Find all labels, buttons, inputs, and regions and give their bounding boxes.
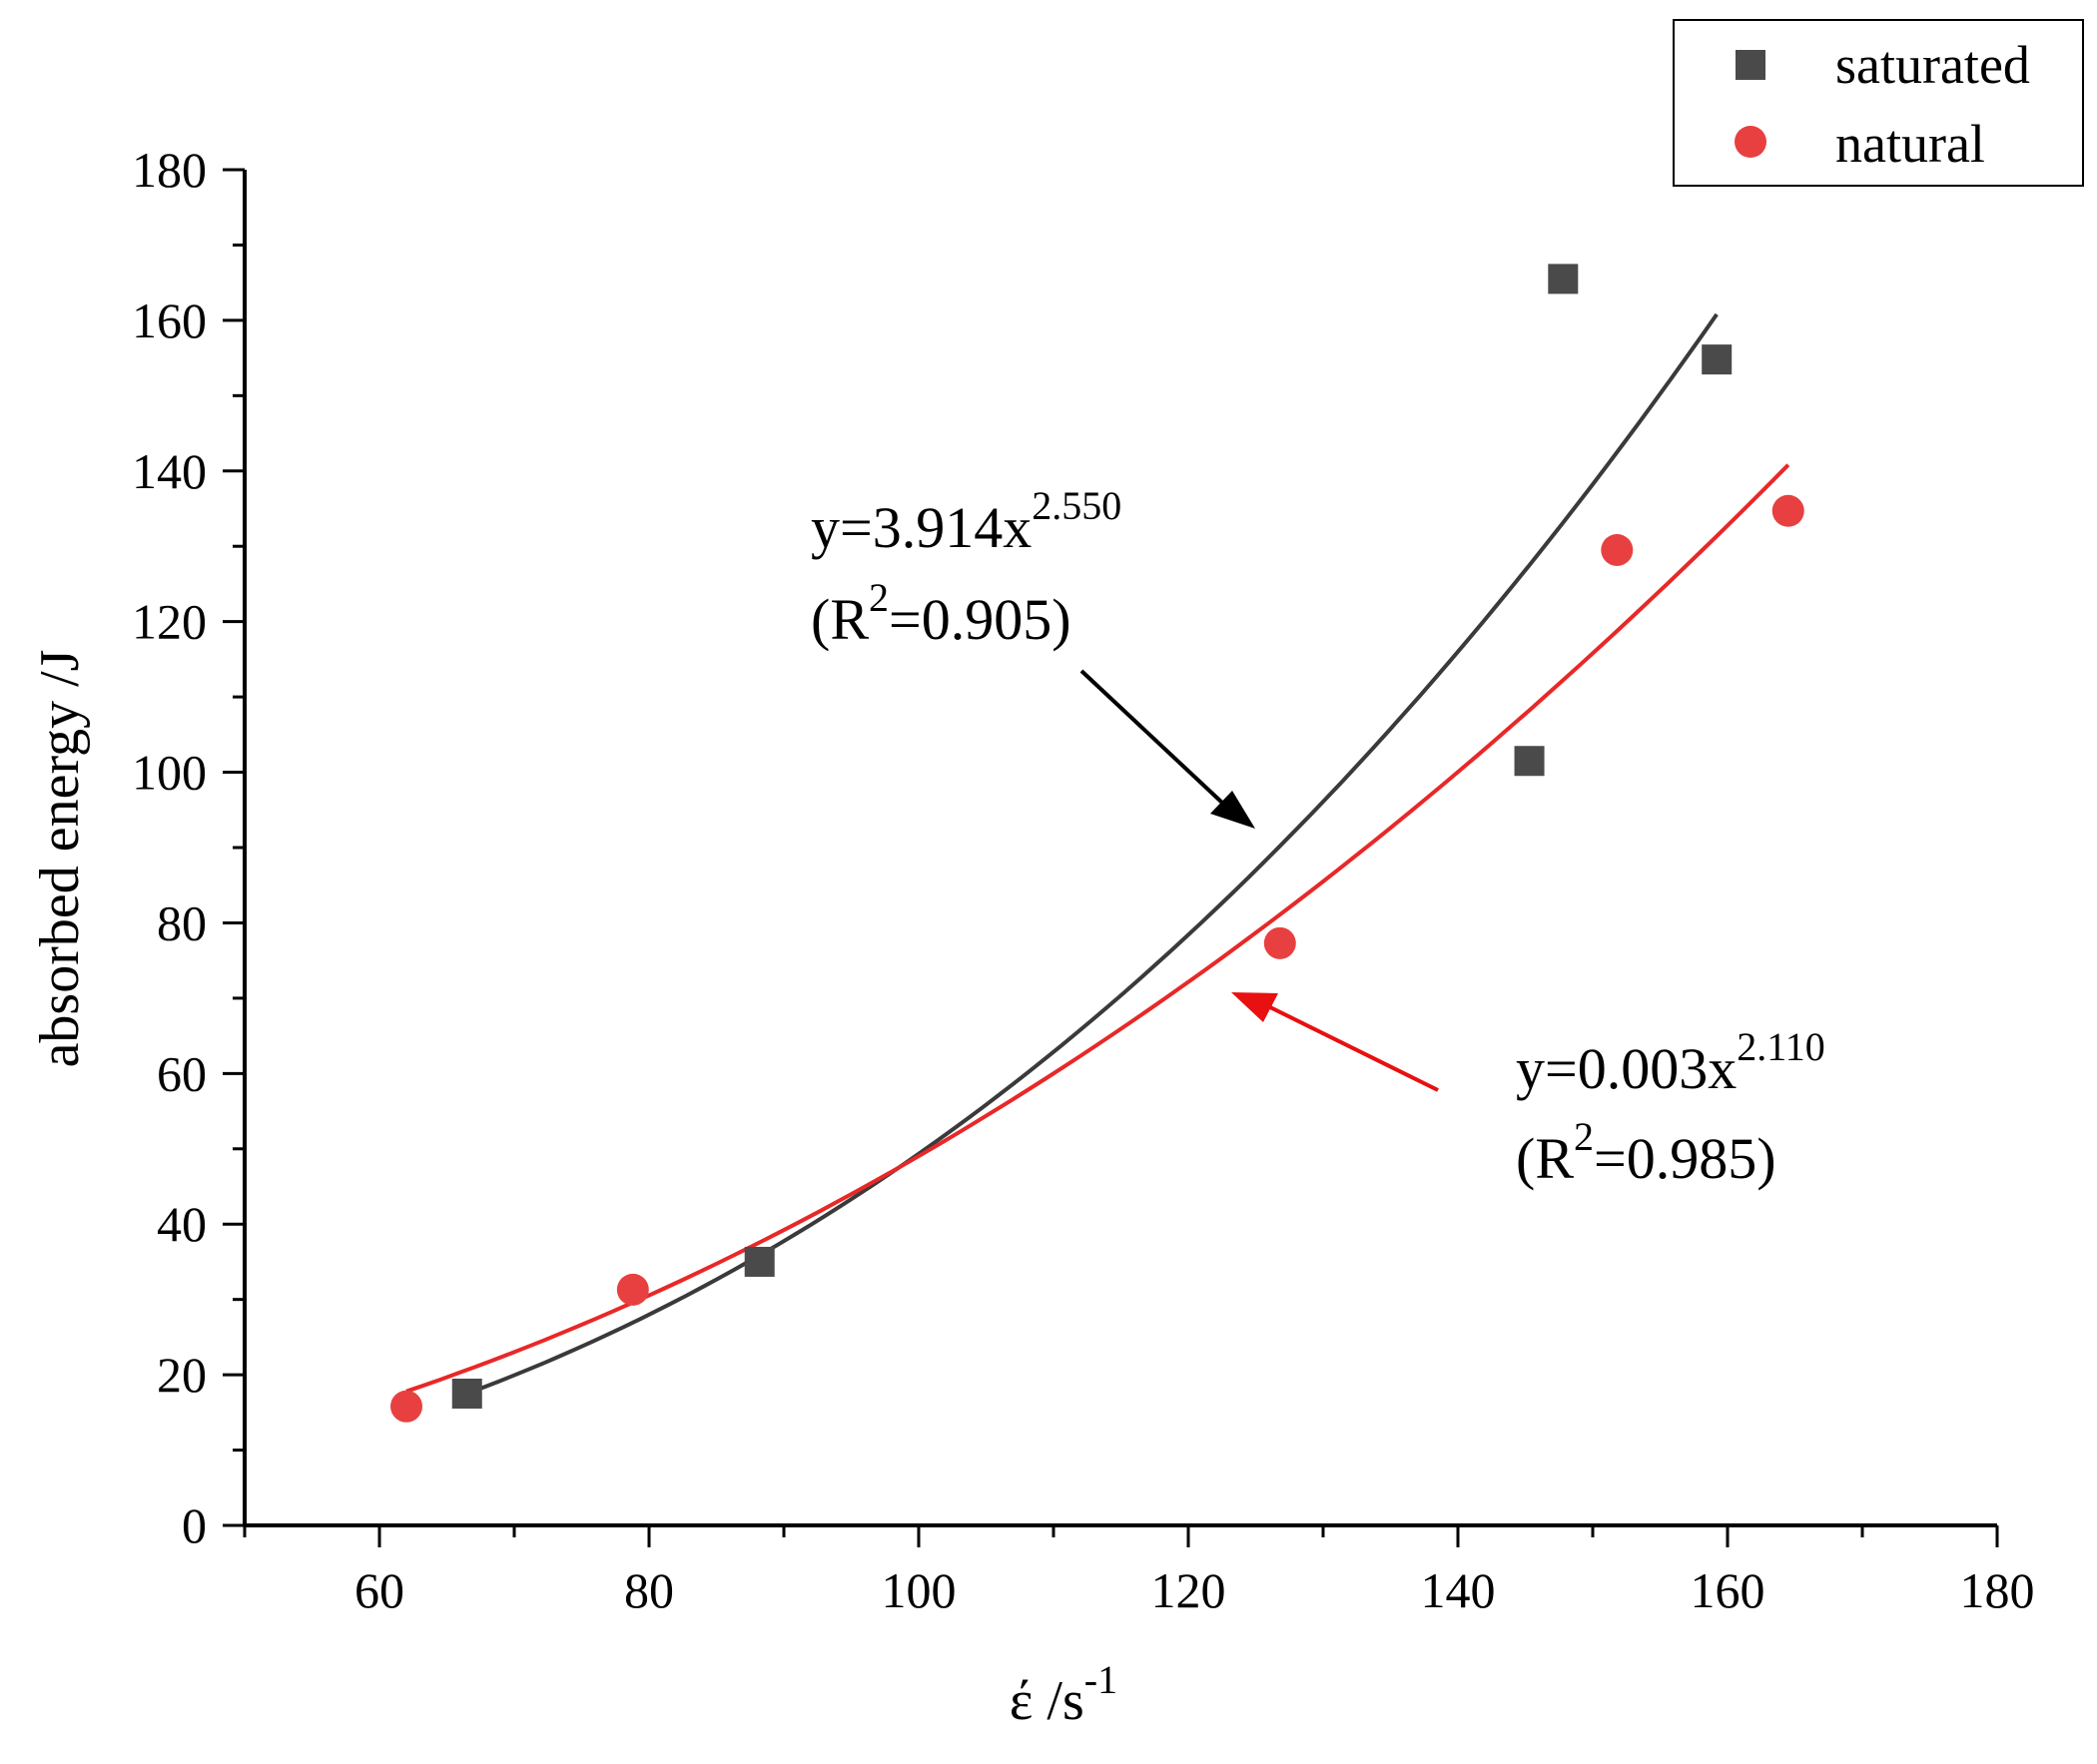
- y-tick-label: 180: [132, 142, 207, 198]
- natural-point: [616, 1273, 649, 1306]
- saturated-arrow-shaft: [1079, 669, 1225, 806]
- x-tick-label: 100: [882, 1562, 957, 1618]
- y-tick-label: 160: [132, 293, 207, 348]
- y-tick-label: 40: [157, 1196, 207, 1252]
- natural-point: [1263, 926, 1296, 959]
- x-tick-label: 80: [624, 1562, 674, 1618]
- natural-equation-text: y=0.003x2.110: [1516, 1024, 1825, 1101]
- natural-equation: y=0.003x2.110 (R2=0.985): [1516, 1024, 1825, 1191]
- saturated-arrow-head: [1210, 791, 1255, 829]
- x-tick-label: 60: [354, 1562, 404, 1618]
- x-axis-label: έ /s-1: [1010, 1657, 1117, 1732]
- saturated-point: [744, 1246, 775, 1277]
- natural-arrow-shaft: [1265, 1003, 1439, 1092]
- y-tick-label: 120: [132, 594, 207, 650]
- saturated-point: [1514, 746, 1545, 777]
- saturated-point: [1702, 344, 1733, 375]
- natural-r2-text: (R2=0.985): [1516, 1114, 1776, 1191]
- legend-natural-marker: [1735, 126, 1766, 158]
- fit-curves-group: [405, 312, 1790, 1396]
- natural-arrow: [1231, 992, 1439, 1092]
- saturated-equation: y=3.914x2.550 (R2=0.905): [811, 483, 1121, 652]
- x-tick-label: 140: [1421, 1562, 1496, 1618]
- saturated-point: [1548, 264, 1579, 294]
- saturated-arrow: [1079, 669, 1255, 829]
- legend-saturated-label: saturated: [1835, 35, 2030, 95]
- x-tick-label: 180: [1960, 1562, 2035, 1618]
- saturated-fit-curve: [466, 312, 1719, 1396]
- x-tick-label: 160: [1691, 1562, 1765, 1618]
- y-tick-label: 140: [132, 443, 207, 499]
- natural-fit-curve: [405, 463, 1790, 1394]
- legend-natural-label: natural: [1835, 114, 1985, 174]
- legend-saturated-marker: [1736, 50, 1765, 80]
- legend-box: [1673, 19, 2084, 187]
- natural-point: [1771, 494, 1804, 527]
- natural-point: [390, 1390, 422, 1423]
- y-tick-label: 100: [132, 745, 207, 801]
- y-axis-label: absorbed energy /J: [29, 650, 91, 1068]
- y-tick-label: 0: [182, 1497, 207, 1553]
- y-tick-label: 60: [157, 1045, 207, 1101]
- natural-point: [1601, 533, 1634, 566]
- y-tick-label: 80: [157, 894, 207, 950]
- natural-arrow-head: [1231, 992, 1278, 1022]
- saturated-equation-text: y=3.914x2.550: [811, 483, 1121, 560]
- axes-group: 60 80 100 120 140 160 180 0 20 40 60 80 100 120 140 160…: [132, 142, 2035, 1618]
- saturated-r2-text: (R2=0.905): [811, 575, 1071, 652]
- saturated-point: [451, 1378, 482, 1409]
- x-tick-label: 120: [1151, 1562, 1226, 1618]
- data-points-group: [390, 264, 1804, 1423]
- legend: saturated natural: [1673, 19, 2084, 187]
- y-tick-label: 20: [157, 1347, 207, 1403]
